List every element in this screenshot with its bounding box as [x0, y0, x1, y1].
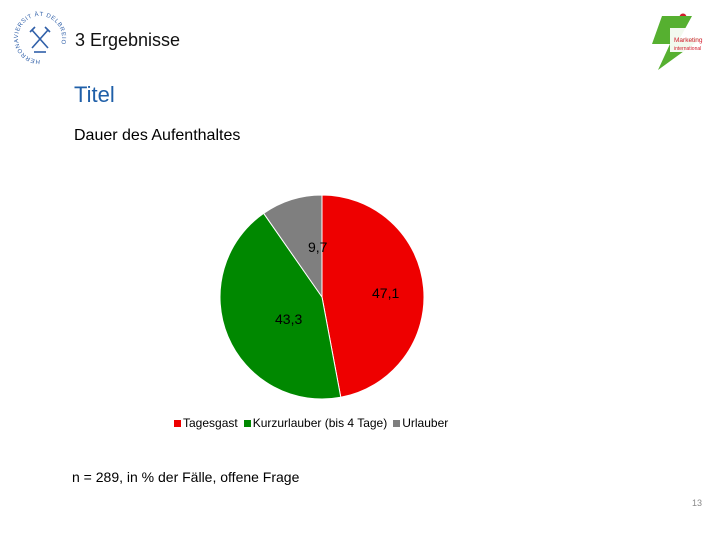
marketing-logo: Marketing international — [640, 10, 712, 72]
svg-text:HERRONAVIERSIT ÄT DELBREIO: HERRONAVIERSIT ÄT DELBREIO — [14, 11, 66, 64]
university-seal-logo: HERRONAVIERSIT ÄT DELBREIO — [8, 8, 72, 68]
legend-label-urlauber: Urlauber — [402, 416, 449, 430]
chart-subtitle: Dauer des Aufenthaltes — [74, 127, 241, 144]
legend-swatch-urlauber — [393, 419, 401, 427]
legend-item-kurzurlauber: Kurzurlauber (bis 4 Tage) — [243, 416, 388, 430]
chart-legend: Tagesgast Kurzurlauber (bis 4 Tage) Urla… — [174, 416, 448, 430]
legend-label-tagesgast: Tagesgast — [183, 416, 238, 430]
logo-text-line1: Marketing — [674, 37, 703, 44]
pie-data-label-urlauber: 9,7 — [308, 239, 328, 255]
pie-data-label-tagesgast: 47,1 — [372, 285, 399, 301]
legend-item-tagesgast: Tagesgast — [174, 416, 238, 430]
seal-arc-text: HERRONAVIERSIT ÄT DELBREIO — [14, 11, 66, 64]
pie-slice-kurzurlauber — [219, 212, 342, 400]
footnote: n = 289, in % der Fälle, offene Frage — [72, 469, 300, 485]
section-header-label: 3 Ergebnisse — [75, 30, 181, 50]
legend-label-kurzurlauber: Kurzurlauber (bis 4 Tage) — [252, 416, 388, 430]
legend-swatch-kurzurlauber — [243, 419, 251, 427]
legend-item-urlauber: Urlauber — [393, 416, 448, 430]
pie-slice-tagesgast — [321, 194, 425, 398]
legend-swatch-tagesgast — [174, 419, 181, 427]
pie-chart: 47,1 43,3 9,7 — [219, 194, 425, 400]
logo-text-line2: international — [674, 46, 701, 52]
page-number: 13 — [692, 498, 703, 508]
slide-title: Titel — [74, 82, 115, 107]
pie-slice-urlauber — [262, 194, 323, 299]
pie-data-label-kurzurlauber: 43,3 — [275, 311, 302, 327]
